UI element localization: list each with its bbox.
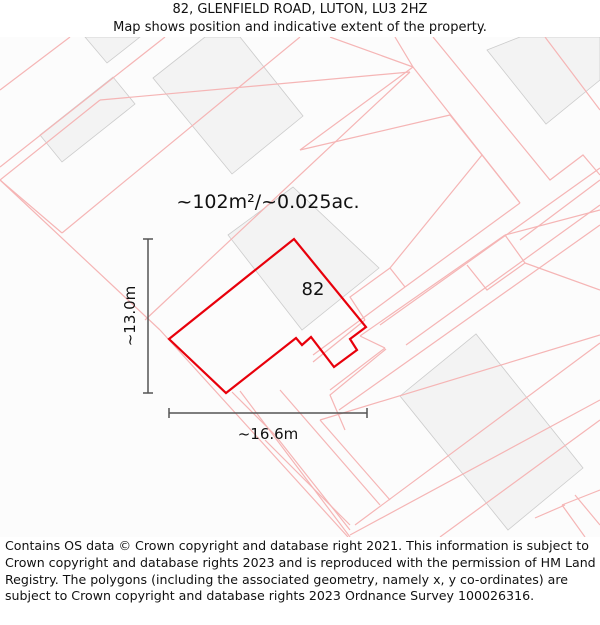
header: 82, GLENFIELD ROAD, LUTON, LU3 2HZ Map s… (0, 0, 600, 38)
subject-property-outline[interactable] (167, 237, 368, 395)
width-dimension-label: ~16.6m (238, 425, 299, 443)
building-footprints (39, 37, 600, 531)
building (227, 186, 380, 331)
copyright-notice: Contains OS data © Crown copyright and d… (5, 538, 596, 604)
building (399, 333, 584, 531)
building (84, 37, 141, 64)
height-dimension-label: ~13.0m (121, 286, 139, 347)
plot-number-label: 82 (302, 279, 325, 300)
building (486, 37, 600, 125)
area-label: ~102m²/~0.025ac. (176, 191, 359, 213)
dimension-lines (143, 238, 368, 418)
property-address-title: 82, GLENFIELD ROAD, LUTON, LU3 2HZ (172, 2, 428, 17)
property-map[interactable]: ~102m²/~0.025ac. 82 ~13.0m ~16.6m (0, 37, 600, 537)
building (39, 76, 136, 163)
parcel-boundaries (0, 37, 600, 537)
map-subtitle: Map shows position and indicative extent… (113, 20, 487, 35)
building (152, 37, 304, 175)
